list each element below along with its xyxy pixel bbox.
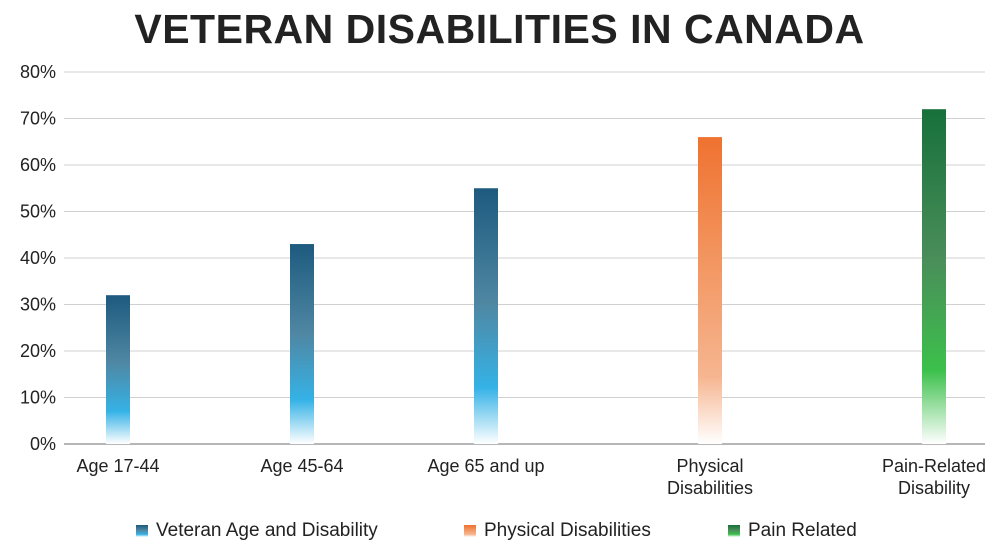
y-tick-label: 40% — [20, 248, 56, 268]
bars — [106, 109, 946, 444]
y-tick-label: 50% — [20, 202, 56, 222]
legend-swatch — [728, 525, 740, 537]
y-tick-label: 0% — [30, 434, 56, 454]
x-category-label: Pain-Related Disability — [882, 456, 986, 498]
bar — [474, 188, 498, 444]
y-tick-label: 60% — [20, 155, 56, 175]
x-category-label: Age 65 and up — [427, 456, 544, 476]
legend-label: Veteran Age and Disability — [156, 520, 378, 541]
y-tick-label: 70% — [20, 109, 56, 129]
x-axis-labels: Age 17-44 Age 45-64 Age 65 and up Physical D… — [76, 456, 986, 498]
x-category-label: Age 45-64 — [260, 456, 343, 476]
x-category-label: Physical Disabilities — [667, 456, 753, 498]
legend-label: Physical Disabilities — [484, 520, 651, 541]
bar — [106, 295, 130, 444]
x-category-label: Age 17-44 — [76, 456, 159, 476]
legend-swatch — [136, 525, 148, 537]
y-tick-label: 30% — [20, 295, 56, 315]
legend-swatch — [464, 525, 476, 537]
bar — [698, 137, 722, 444]
y-axis-ticks: 0% 10% 20% 30% 40% 50% 60% 70% 80% — [20, 62, 56, 454]
bar — [290, 244, 314, 444]
chart-title: VETERAN DISABILITIES IN CANADA — [134, 6, 865, 52]
legend: Veteran Age and Disability Physical Disab… — [136, 520, 857, 541]
y-tick-label: 20% — [20, 341, 56, 361]
bar — [922, 109, 946, 444]
y-tick-label: 10% — [20, 388, 56, 408]
y-tick-label: 80% — [20, 62, 56, 82]
legend-label: Pain Related — [748, 520, 857, 541]
gridlines — [64, 71, 985, 445]
